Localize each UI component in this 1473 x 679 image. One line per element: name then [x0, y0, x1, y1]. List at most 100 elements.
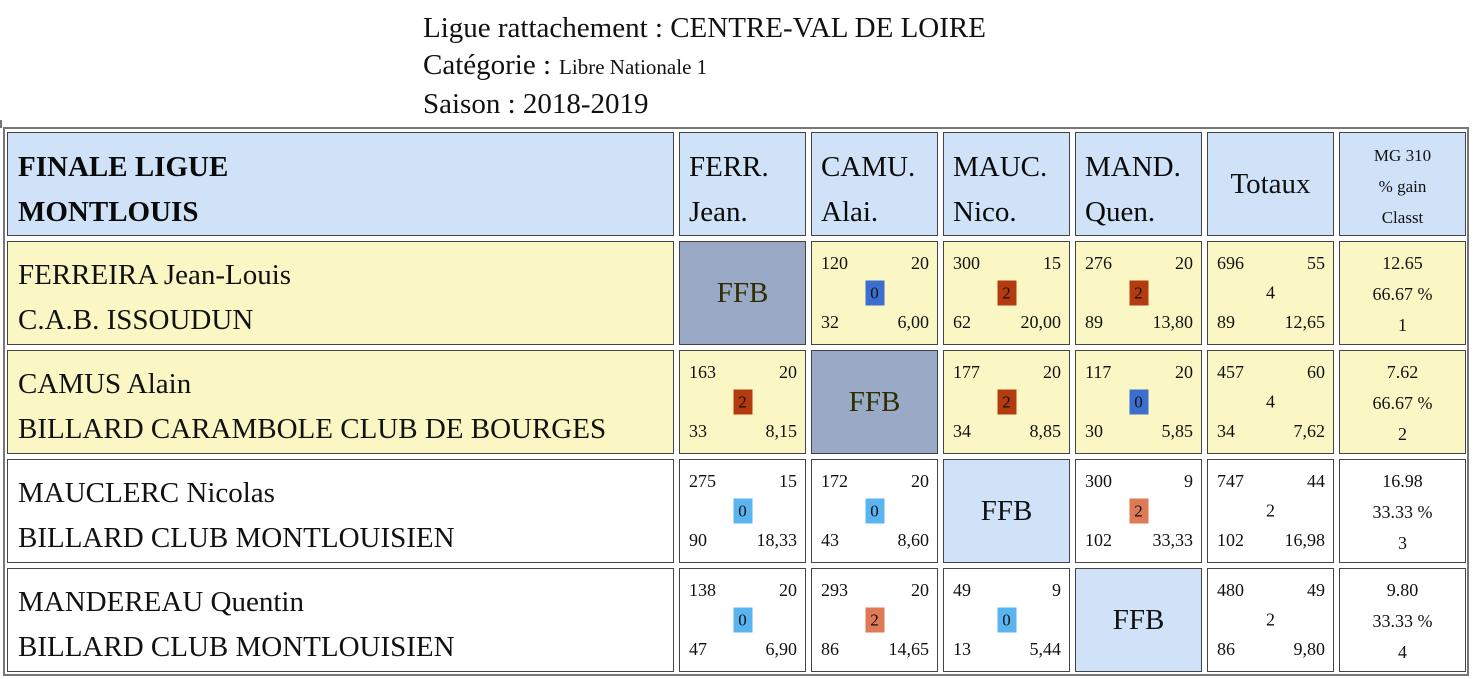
- match-moyenne: 20,00: [1020, 312, 1062, 332]
- column-header-line1: CAMU.: [821, 151, 916, 183]
- match-reprises: 20: [911, 471, 929, 491]
- match-serie: 47: [689, 639, 707, 659]
- total-serie: 102: [1217, 530, 1244, 550]
- mg-header-label: MG 310: [1373, 146, 1432, 165]
- column-header-line1: FERR.: [689, 151, 769, 183]
- total-points: 747: [1217, 471, 1244, 491]
- match-points: 300: [953, 253, 980, 273]
- column-header-line1: MAUC.: [953, 151, 1048, 183]
- mg-value: 16.98: [1382, 471, 1423, 491]
- match-points: 300: [1085, 471, 1112, 491]
- match-points: 293: [821, 580, 848, 600]
- total-score: 2: [1266, 500, 1275, 521]
- total-reprises: 49: [1307, 580, 1325, 600]
- match-serie: 90: [689, 530, 707, 550]
- ffb-label: FFB: [848, 385, 901, 418]
- total-reprises: 60: [1307, 362, 1325, 382]
- match-cell: 117 20 0 30 5,85: [1075, 350, 1202, 454]
- match-serie: 33: [689, 421, 707, 441]
- results-table-frame: [3, 127, 1469, 676]
- column-header-2: CAMU. Alai.: [811, 132, 938, 236]
- match-moyenne: 6,00: [897, 312, 930, 332]
- gain-header-label: % gain: [1378, 177, 1427, 196]
- table-title-cell: FINALE LIGUE MONTLOUIS: [7, 132, 674, 236]
- match-score-badge: 0: [733, 607, 752, 633]
- stats-cell: 16.98 33.33 % 3: [1339, 459, 1466, 563]
- total-serie: 34: [1217, 421, 1235, 441]
- match-score-badge: 0: [865, 280, 884, 306]
- ffb-label: FFB: [716, 276, 769, 309]
- match-moyenne: 5,85: [1161, 421, 1194, 441]
- classt-value: 3: [1398, 533, 1407, 553]
- match-moyenne: 33,33: [1152, 530, 1194, 550]
- gain-value: 33.33 %: [1372, 502, 1433, 522]
- stats-cell: 9.80 33.33 % 4: [1339, 568, 1466, 672]
- total-moyenne: 9,80: [1293, 639, 1326, 659]
- match-serie: 62: [953, 312, 971, 332]
- ffb-label: FFB: [980, 494, 1033, 527]
- gain-value: 33.33 %: [1372, 611, 1433, 631]
- match-cell: 300 15 2 62 20,00: [943, 241, 1070, 345]
- match-points: 163: [689, 362, 716, 382]
- match-reprises: 20: [911, 253, 929, 273]
- ffb-label: FFB: [1112, 603, 1165, 636]
- match-points: 138: [689, 580, 716, 600]
- match-score-badge: 2: [997, 280, 1016, 306]
- player-name: FERREIRA Jean-Louis: [18, 259, 292, 291]
- match-score-badge: 0: [865, 498, 884, 524]
- ffb-cell: FFB: [811, 350, 938, 454]
- ffb-cell: FFB: [943, 459, 1070, 563]
- total-serie: 89: [1217, 312, 1235, 332]
- match-moyenne: 8,60: [897, 530, 930, 550]
- player-name: MANDEREAU Quentin: [18, 586, 304, 618]
- match-serie: 13: [953, 639, 971, 659]
- match-score-badge: 0: [997, 607, 1016, 633]
- gain-value: 66.67 %: [1372, 284, 1433, 304]
- match-moyenne: 13,80: [1152, 312, 1194, 332]
- mg-value: 12.65: [1382, 253, 1423, 273]
- match-cell: 276 20 2 89 13,80: [1075, 241, 1202, 345]
- player-club: BILLARD CLUB MONTLOUISIEN: [18, 631, 455, 663]
- mg-header: MG 310 % gain Classt: [1339, 132, 1466, 236]
- match-reprises: 9: [1052, 580, 1061, 600]
- match-score-badge: 0: [733, 498, 752, 524]
- column-header-line1: MAND.: [1085, 151, 1181, 183]
- player-name-cell: FERREIRA Jean-Louis C.A.B. ISSOUDUN: [7, 241, 674, 345]
- match-points: 275: [689, 471, 716, 491]
- totals-cell: 480 49 2 86 9,80: [1207, 568, 1334, 672]
- match-moyenne: 14,65: [888, 639, 930, 659]
- player-name: MAUCLERC Nicolas: [18, 477, 275, 509]
- match-cell: 49 9 0 13 5,44: [943, 568, 1070, 672]
- classt-header-label: Classt: [1381, 208, 1424, 227]
- classt-value: 4: [1398, 642, 1407, 662]
- column-header-line2: Alai.: [821, 196, 879, 228]
- stats-cell: 7.62 66.67 % 2: [1339, 350, 1466, 454]
- gain-value: 66.67 %: [1372, 393, 1433, 413]
- match-points: 276: [1085, 253, 1112, 273]
- match-points: 49: [953, 580, 971, 600]
- match-reprises: 20: [779, 362, 797, 382]
- total-points: 696: [1217, 253, 1244, 273]
- column-header-3: MAUC. Nico.: [943, 132, 1070, 236]
- match-moyenne: 18,33: [756, 530, 798, 550]
- stats-cell: 12.65 66.67 % 1: [1339, 241, 1466, 345]
- match-points: 117: [1085, 362, 1112, 382]
- categorie-line: Catégorie : Libre Nationale 1: [423, 47, 986, 86]
- frame-corner-mark: [0, 120, 2, 128]
- match-reprises: 20: [1043, 362, 1061, 382]
- page-header: Ligue rattachement : CENTRE-VAL DE LOIRE…: [423, 10, 986, 123]
- ffb-cell: FFB: [679, 241, 806, 345]
- match-serie: 102: [1085, 530, 1112, 550]
- total-reprises: 44: [1307, 471, 1325, 491]
- classt-value: 1: [1398, 315, 1407, 335]
- match-cell: 275 15 0 90 18,33: [679, 459, 806, 563]
- match-cell: 293 20 2 86 14,65: [811, 568, 938, 672]
- match-cell: 163 20 2 33 8,15: [679, 350, 806, 454]
- player-name-cell: CAMUS Alain BILLARD CARAMBOLE CLUB DE BOU…: [7, 350, 674, 454]
- table-title-line1: FINALE LIGUE: [18, 151, 229, 183]
- column-header-line2: Quen.: [1085, 196, 1156, 228]
- player-club: BILLARD CLUB MONTLOUISIEN: [18, 522, 455, 554]
- match-score-badge: 2: [1129, 280, 1148, 306]
- match-points: 177: [953, 362, 980, 382]
- match-serie: 86: [821, 639, 839, 659]
